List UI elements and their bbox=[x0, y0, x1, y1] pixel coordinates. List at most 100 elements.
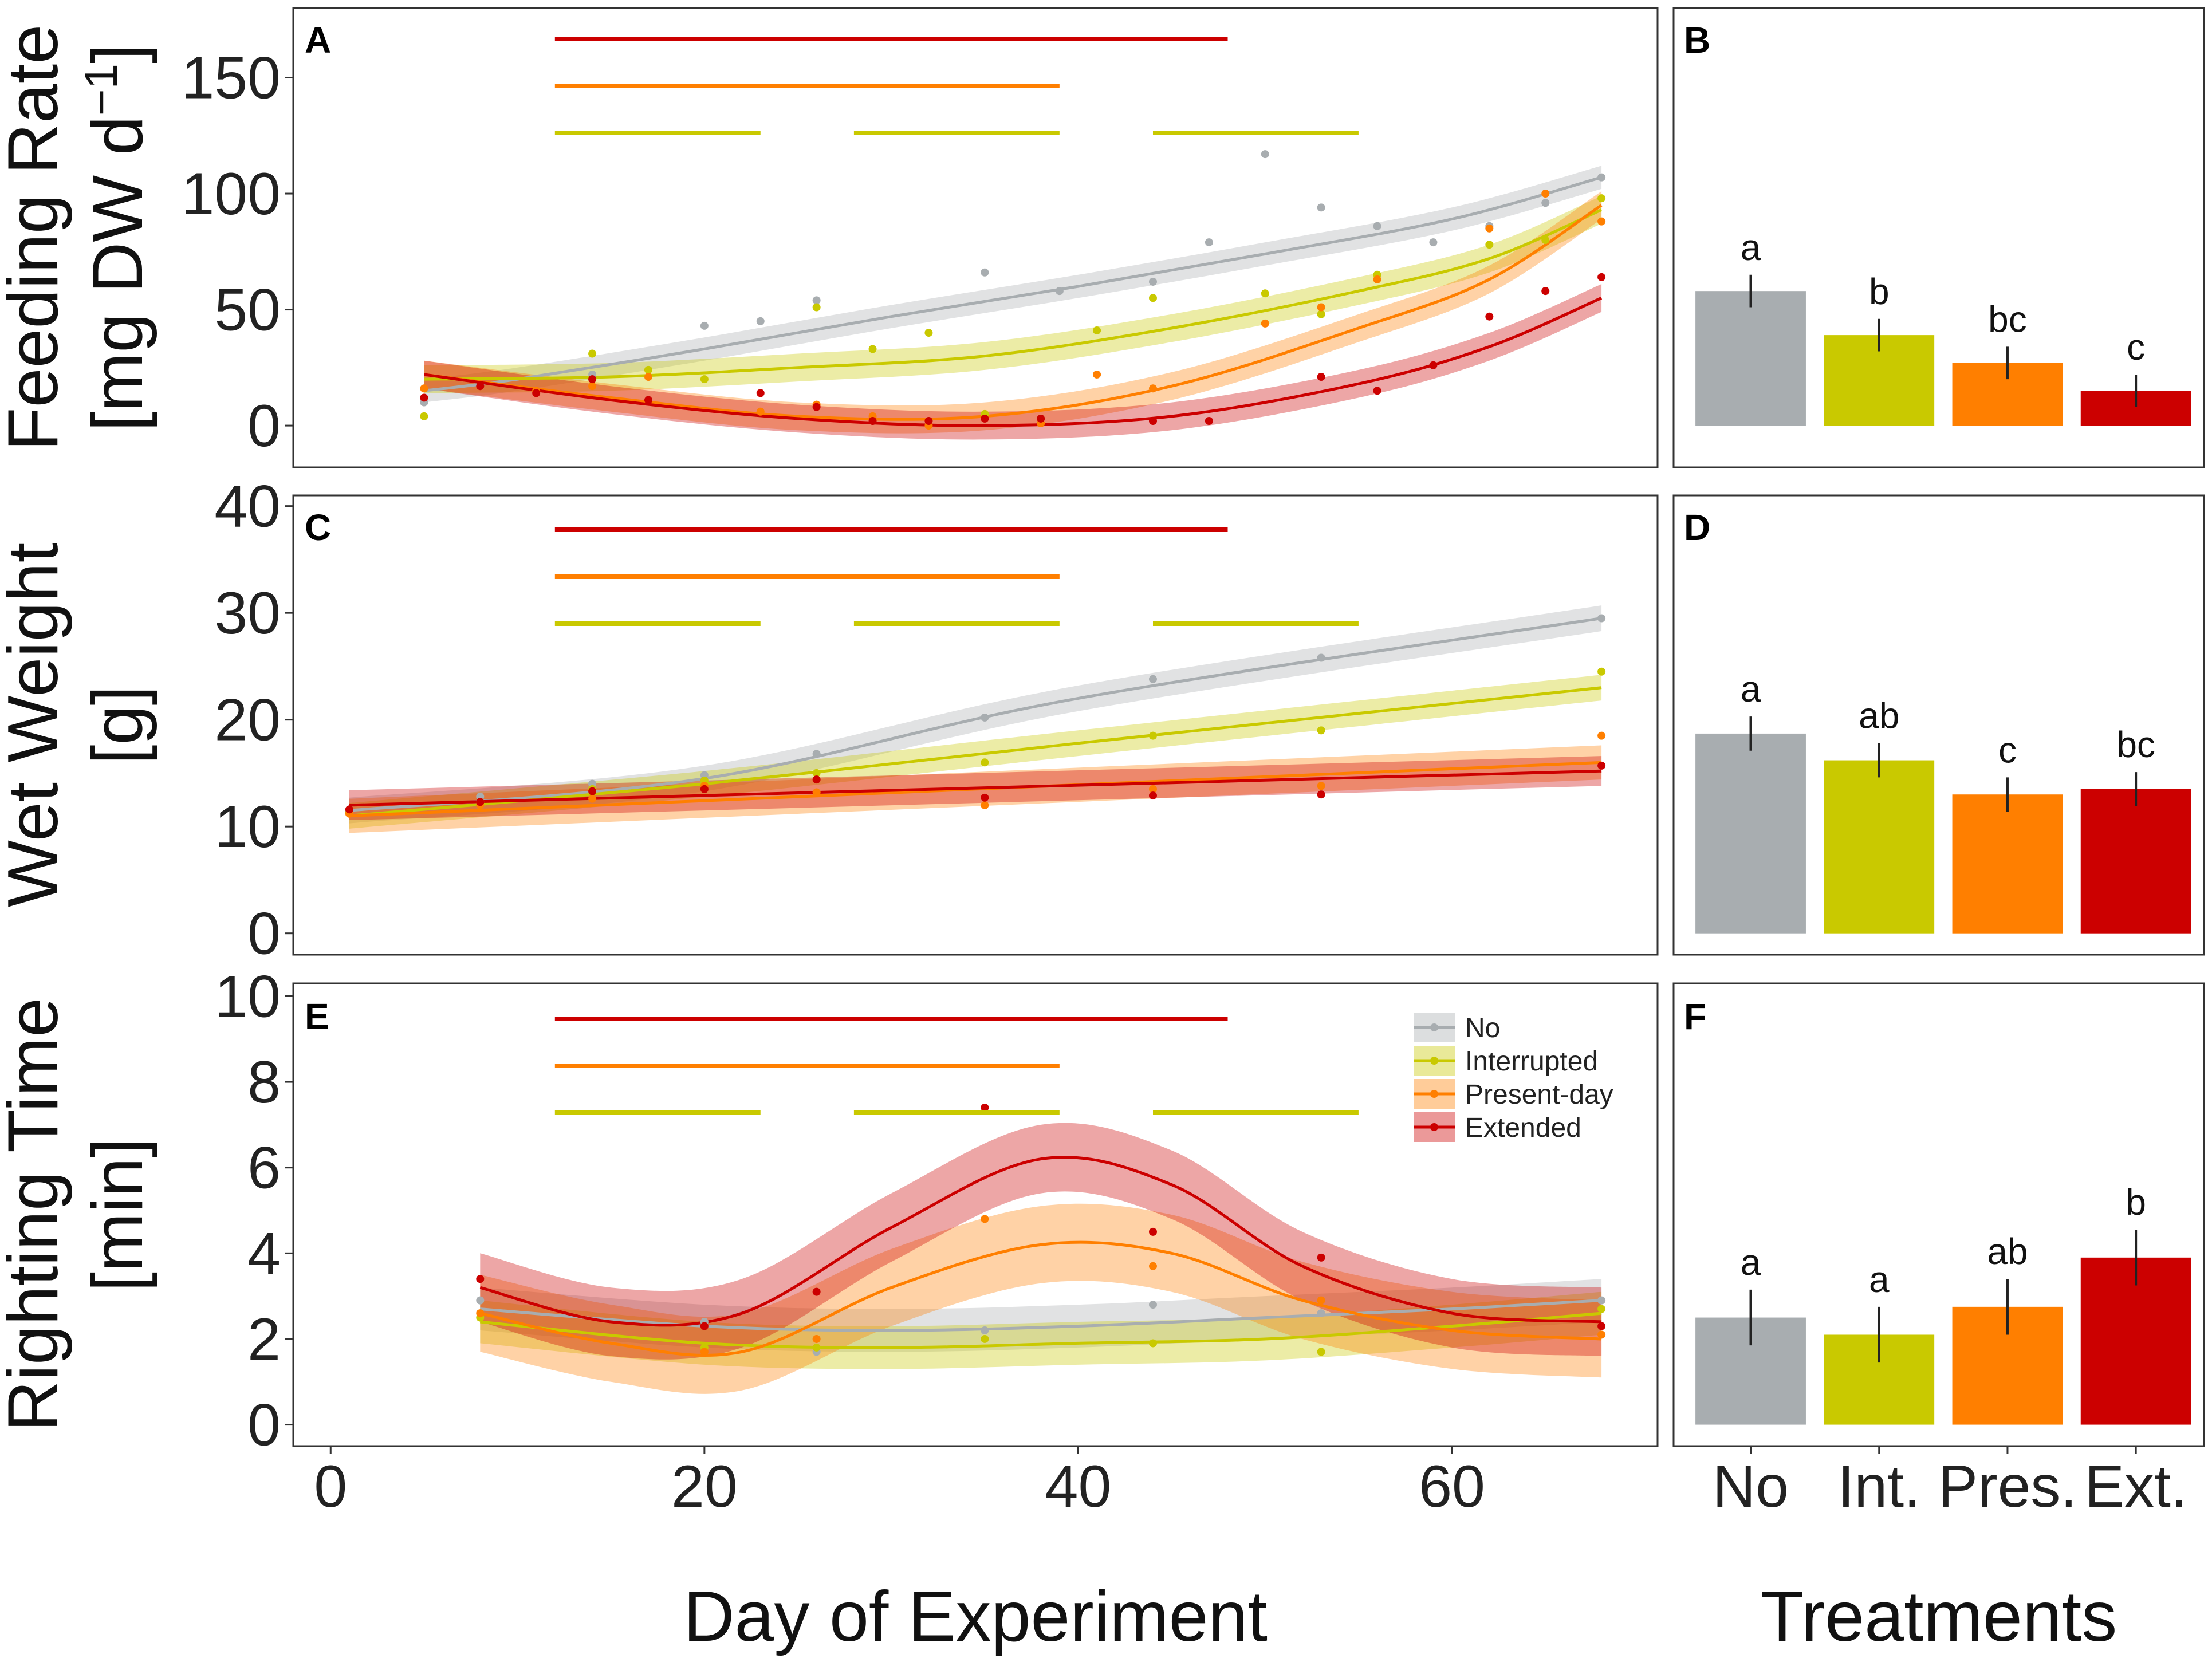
panel-a-point-interrupted bbox=[1485, 241, 1494, 249]
panel-c-point-interrupted bbox=[1317, 726, 1325, 735]
panel-e-point-extended bbox=[1597, 1322, 1606, 1330]
panel-e-ytick-label: 6 bbox=[247, 1135, 281, 1202]
panel-a-ytick-label: 0 bbox=[247, 393, 281, 459]
panel-e-fit-extended bbox=[479, 1156, 1602, 1327]
panel-c-wet-weight: C bbox=[292, 494, 1659, 956]
panel-a-point-present-day bbox=[1148, 384, 1157, 393]
panel-c-point-present-day bbox=[1317, 782, 1325, 790]
panel-a-point-no bbox=[1373, 222, 1381, 230]
panel-c-frame bbox=[292, 494, 1659, 956]
xtick-label: 60 bbox=[1419, 1454, 1485, 1520]
panel-a-point-no bbox=[1317, 203, 1325, 212]
panel-a-point-present-day bbox=[1093, 370, 1101, 379]
panel-e-label: E bbox=[305, 996, 329, 1037]
panel-e-point-extended bbox=[1148, 1227, 1157, 1236]
panel-a-point-extended bbox=[532, 389, 541, 397]
xtick-label: 0 bbox=[314, 1454, 347, 1520]
treatment-period-layer bbox=[554, 37, 1359, 1115]
panel-a-band-present-day bbox=[424, 191, 1602, 434]
panel-a-point-present-day bbox=[1485, 224, 1494, 233]
panel-e-point-interrupted bbox=[1148, 1339, 1157, 1348]
panel-a-point-interrupted bbox=[868, 345, 877, 353]
panel-e-ytick-label: 0 bbox=[247, 1392, 281, 1459]
panel-e-point-extended bbox=[476, 1275, 485, 1283]
panel-c-band-interrupted bbox=[349, 675, 1602, 829]
panel-c-fit-no bbox=[349, 617, 1602, 812]
panel-a-point-no bbox=[756, 317, 765, 325]
panel-a-point-extended bbox=[756, 389, 765, 397]
panel-a-point-extended bbox=[868, 416, 877, 425]
panel-a-point-extended bbox=[1205, 416, 1213, 425]
bar-xtick-label-int-: Int. bbox=[1837, 1454, 1920, 1520]
panel-d-label: D bbox=[1684, 507, 1710, 548]
panel-c-point-present-day bbox=[1597, 731, 1606, 740]
panel-d-sig-letter: c bbox=[1998, 729, 2017, 770]
fit-line-layer bbox=[349, 176, 1603, 1357]
panel-a-point-extended bbox=[420, 393, 428, 402]
panel-d-bar-extended bbox=[2080, 789, 2191, 934]
panel-a-point-interrupted bbox=[1317, 310, 1325, 318]
panel-a-ylabel-line2: [mg DW d−1] bbox=[76, 44, 158, 432]
panel-a-point-present-day bbox=[1541, 190, 1550, 198]
panel-b-sig-letter: a bbox=[1741, 227, 1761, 268]
panel-a-ylabel-superscript: −1 bbox=[76, 64, 127, 116]
panel-d-bar-no bbox=[1695, 733, 1806, 934]
panel-a-point-interrupted bbox=[644, 365, 652, 374]
panel-c-ytick-label: 20 bbox=[214, 687, 281, 754]
panel-c-ytick-label: 40 bbox=[214, 474, 281, 540]
panel-a-point-present-day bbox=[644, 373, 652, 381]
panel-a-point-interrupted bbox=[1541, 236, 1550, 245]
panel-a-point-present-day bbox=[1261, 319, 1269, 328]
legend-point-no bbox=[1430, 1023, 1438, 1031]
panel-a-band-extended bbox=[424, 284, 1602, 440]
panel-c-point-no bbox=[812, 750, 821, 758]
panel-a-point-no bbox=[812, 296, 821, 305]
panel-c-point-interrupted bbox=[1148, 731, 1157, 740]
panel-d-bar-interrupted bbox=[1824, 760, 1935, 934]
panel-c-point-extended bbox=[476, 798, 485, 806]
panel-f-sig-letter: a bbox=[1741, 1242, 1761, 1283]
panel-a-point-interrupted bbox=[700, 375, 709, 384]
panel-e-ylabel-line1: Righting Time bbox=[0, 998, 73, 1432]
panel-a-point-present-day bbox=[588, 382, 597, 391]
panel-d-bar-present-day bbox=[1952, 794, 2063, 934]
panel-a-ytick-label: 150 bbox=[181, 45, 281, 112]
panel-a-ytick-label: 100 bbox=[181, 161, 281, 227]
panel-b-bar-no bbox=[1695, 291, 1806, 426]
legend-point-present-day bbox=[1430, 1090, 1438, 1098]
panel-e-point-present-day bbox=[981, 1215, 989, 1223]
panel-c-ytick-label: 30 bbox=[214, 580, 281, 647]
panel-a-ylabel-line1: Feeding Rate bbox=[0, 25, 73, 451]
panel-e-ytick-label: 8 bbox=[247, 1049, 281, 1116]
panel-b-sig-letter: b bbox=[1869, 271, 1890, 312]
panel-a-ytick-label: 50 bbox=[214, 277, 281, 344]
panel-e-point-extended bbox=[981, 1103, 989, 1112]
panel-a-point-interrupted bbox=[420, 412, 428, 420]
panel-e-ytick-label: 2 bbox=[247, 1306, 281, 1373]
panel-c-point-interrupted bbox=[981, 758, 989, 767]
panel-a-point-no bbox=[700, 321, 709, 330]
panel-c-point-interrupted bbox=[812, 769, 821, 777]
panel-e-ytick-label: 4 bbox=[247, 1220, 281, 1287]
panel-e-point-no bbox=[1148, 1301, 1157, 1309]
panel-e-point-no bbox=[1597, 1296, 1606, 1305]
panel-c-point-extended bbox=[1597, 761, 1606, 770]
panel-c-point-no bbox=[1597, 614, 1606, 623]
panel-c-ytick-label: 10 bbox=[214, 794, 281, 860]
panel-e-point-present-day bbox=[1597, 1330, 1606, 1339]
panel-e-fit-present-day bbox=[479, 1240, 1602, 1357]
panel-c-point-extended bbox=[588, 787, 597, 795]
legend-label-extended: Extended bbox=[1465, 1113, 1581, 1143]
panel-e-point-no bbox=[981, 1326, 989, 1334]
panel-a-point-present-day bbox=[1317, 303, 1325, 312]
panel-a-label: A bbox=[305, 19, 331, 61]
panel-c-ytick-label: 0 bbox=[247, 901, 281, 967]
panel-a-point-present-day bbox=[1597, 217, 1606, 226]
xtick-label: 40 bbox=[1045, 1454, 1112, 1520]
panel-f-sig-letter: b bbox=[2126, 1181, 2146, 1223]
panel-b-label: B bbox=[1684, 19, 1710, 61]
panel-e-point-present-day bbox=[1148, 1262, 1157, 1270]
panel-a-point-extended bbox=[1429, 361, 1438, 369]
